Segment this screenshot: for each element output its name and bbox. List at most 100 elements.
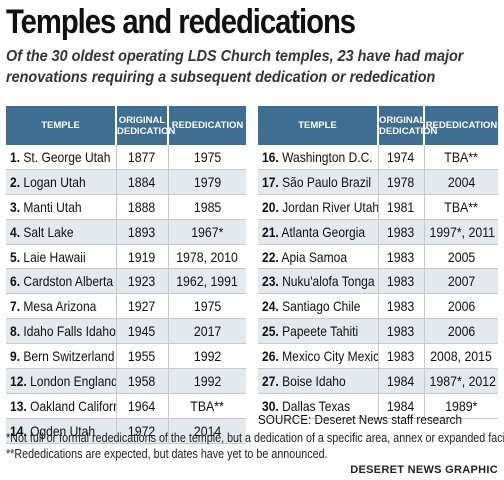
- temple-name-cell: 3. Manti Utah: [6, 194, 117, 220]
- original-dedication-year: 1964: [128, 397, 156, 414]
- original-dedication-cell: 1972: [116, 418, 169, 444]
- rededication-years: 1992: [193, 372, 221, 389]
- temple-name: 2. Logan Utah: [10, 174, 86, 190]
- temple-name-text: Mexico City Mexico: [282, 348, 378, 365]
- rededication-years: TBA**: [444, 198, 479, 215]
- temple-name-cell: 14. Ogden Utah: [6, 418, 117, 444]
- original-dedication-year: 1984: [387, 372, 415, 389]
- temple-name-text: Idaho Falls Idaho: [23, 323, 116, 340]
- temple-rank: 7.: [10, 298, 21, 315]
- original-dedication-year: 1983: [387, 323, 415, 340]
- temple-name-text: Mesa Arizona: [23, 298, 97, 315]
- temple-rank: 13.: [10, 397, 27, 414]
- rededication-cell: 2006: [424, 293, 498, 320]
- temple-name-cell: 6. Cardston Alberta: [6, 268, 117, 295]
- temple-name: 23. Nuku'alofa Tonga: [262, 273, 375, 289]
- temple-name: 20. Jordan River Utah: [262, 198, 377, 215]
- graphic-credit: DESERET NEWS GRAPHIC: [350, 464, 498, 476]
- temple-name-cell: 20. Jordan River Utah: [258, 194, 379, 220]
- table-header-row: TEMPLE ORIGINAL DEDICATION REDEDICATION: [6, 106, 246, 145]
- temple-name-cell: 26. Mexico City Mexico: [258, 343, 379, 370]
- original-dedication-cell: 1919: [116, 244, 169, 270]
- table-row: 23. Nuku'alofa Tonga 1983 2007: [258, 268, 498, 295]
- temple-rank: 16.: [262, 148, 279, 165]
- table-row: 16. Washington D.C. 1974 TBA**: [258, 145, 498, 170]
- original-dedication-cell: 1877: [116, 145, 169, 170]
- temple-name-text: Atlanta Georgia: [281, 223, 366, 240]
- temple-header: TEMPLE: [6, 106, 117, 145]
- temple-rank: 20.: [262, 198, 279, 215]
- original-dedication-year: 1981: [387, 198, 415, 215]
- original-dedication-cell: 1893: [116, 219, 169, 245]
- rededication-years: 1997*, 2011: [428, 223, 495, 240]
- temple-name-text: Apia Samoa: [281, 248, 348, 265]
- temple-name-cell: 24. Santiago Chile: [258, 293, 379, 320]
- rededication-cell: 1978, 2010: [168, 244, 246, 270]
- temple-rank: 23.: [262, 273, 279, 290]
- original-dedication-year: 1972: [128, 422, 156, 439]
- rededication-years: 1987*, 2012: [429, 372, 496, 389]
- table-row: 22. Apia Samoa 1983 2005: [258, 244, 498, 270]
- rededication-cell: 1962, 1991: [168, 268, 246, 295]
- temple-rank: 1.: [10, 148, 21, 165]
- temple-name: 8. Idaho Falls Idaho: [10, 323, 116, 340]
- original-header-line-2: DEDICATION: [117, 125, 176, 137]
- table-row: 5. Laie Hawaii 1919 1978, 2010: [6, 244, 246, 270]
- rededication-years: 2007: [447, 273, 475, 290]
- temple-rank: 3.: [10, 198, 21, 215]
- original-dedication-year: 1974: [387, 148, 415, 165]
- temple-name-cell: 27. Boise Idaho: [258, 368, 379, 394]
- rededication-cell: 2017: [168, 318, 246, 345]
- temple-name-text: Laie Hawaii: [23, 248, 86, 265]
- original-dedication-year: 1983: [387, 298, 415, 315]
- temple-name-text: London England: [30, 372, 116, 389]
- temple-rank: 9.: [10, 348, 21, 365]
- temple-name-cell: 7. Mesa Arizona: [6, 293, 117, 320]
- temple-name-text: Oakland California: [30, 397, 115, 414]
- original-dedication-header: ORIGINAL DEDICATION: [116, 106, 176, 145]
- rededication-years: 2006: [447, 323, 475, 340]
- original-dedication-cell: 1984: [378, 368, 425, 394]
- table-row: 14. Ogden Utah 1972 2014: [6, 418, 246, 444]
- subtitle-line-2: renovations requiring a subsequent dedic…: [6, 69, 436, 86]
- temple-name-cell: 23. Nuku'alofa Tonga: [258, 268, 379, 295]
- temple-name: 13. Oakland California: [10, 397, 115, 414]
- table-row: 13. Oakland California 1964 TBA**: [6, 393, 246, 419]
- temple-name-text: Salt Lake: [23, 223, 74, 240]
- temple-name: 7. Mesa Arizona: [10, 298, 96, 314]
- original-dedication-cell: 1983: [378, 293, 425, 320]
- rededication-years: 2005: [447, 248, 475, 265]
- table-row: 20. Jordan River Utah 1981 TBA**: [258, 194, 498, 220]
- table-row: 3. Manti Utah 1888 1985: [6, 194, 246, 220]
- temple-rank: 5.: [10, 248, 21, 265]
- rededication-cell: 2014: [168, 418, 246, 444]
- table-row: 9. Bern Switzerland 1955 1992: [6, 343, 246, 370]
- temple-name-text: Bern Switzerland: [23, 348, 115, 365]
- rededication-years: 1979: [193, 173, 221, 190]
- original-dedication-year: 1984: [387, 397, 415, 414]
- temple-name: 1. St. George Utah: [10, 149, 110, 165]
- original-dedication-cell: 1983: [378, 244, 425, 270]
- original-dedication-year: 1978: [387, 173, 415, 190]
- temple-name-text: Papeete Tahiti: [282, 323, 359, 340]
- rededication-header: REDEDICATION: [168, 106, 246, 145]
- temple-rank: 25.: [262, 323, 279, 340]
- table-row: 30. Dallas Texas 1984 1989*: [258, 393, 498, 419]
- temple-name-text: Nuku'alofa Tonga: [282, 273, 375, 290]
- original-dedication-year: 1983: [387, 348, 415, 365]
- temple-name: 9. Bern Switzerland: [10, 348, 114, 364]
- table-row: 1. St. George Utah 1877 1975: [6, 145, 246, 170]
- temple-rank: 30.: [262, 397, 279, 414]
- table-row: 27. Boise Idaho 1984 1987*, 2012: [258, 368, 498, 394]
- temple-name-text: Ogden Utah: [30, 422, 96, 439]
- temple-name: 3. Manti Utah: [10, 199, 82, 215]
- temple-name-text: Logan Utah: [23, 173, 86, 190]
- original-dedication-cell: 1981: [378, 194, 425, 220]
- rededication-cell: 1967*: [168, 219, 246, 245]
- original-dedication-year: 1958: [128, 372, 156, 389]
- rededication-years: 2008, 2015: [430, 348, 493, 365]
- original-dedication-year: 1884: [128, 173, 156, 190]
- footnote-double-asterisk: **Rededications are expected, but dates …: [6, 447, 328, 461]
- subtitle: Of the 30 oldest operating LDS Church te…: [6, 46, 463, 88]
- original-dedication-year: 1983: [387, 248, 415, 265]
